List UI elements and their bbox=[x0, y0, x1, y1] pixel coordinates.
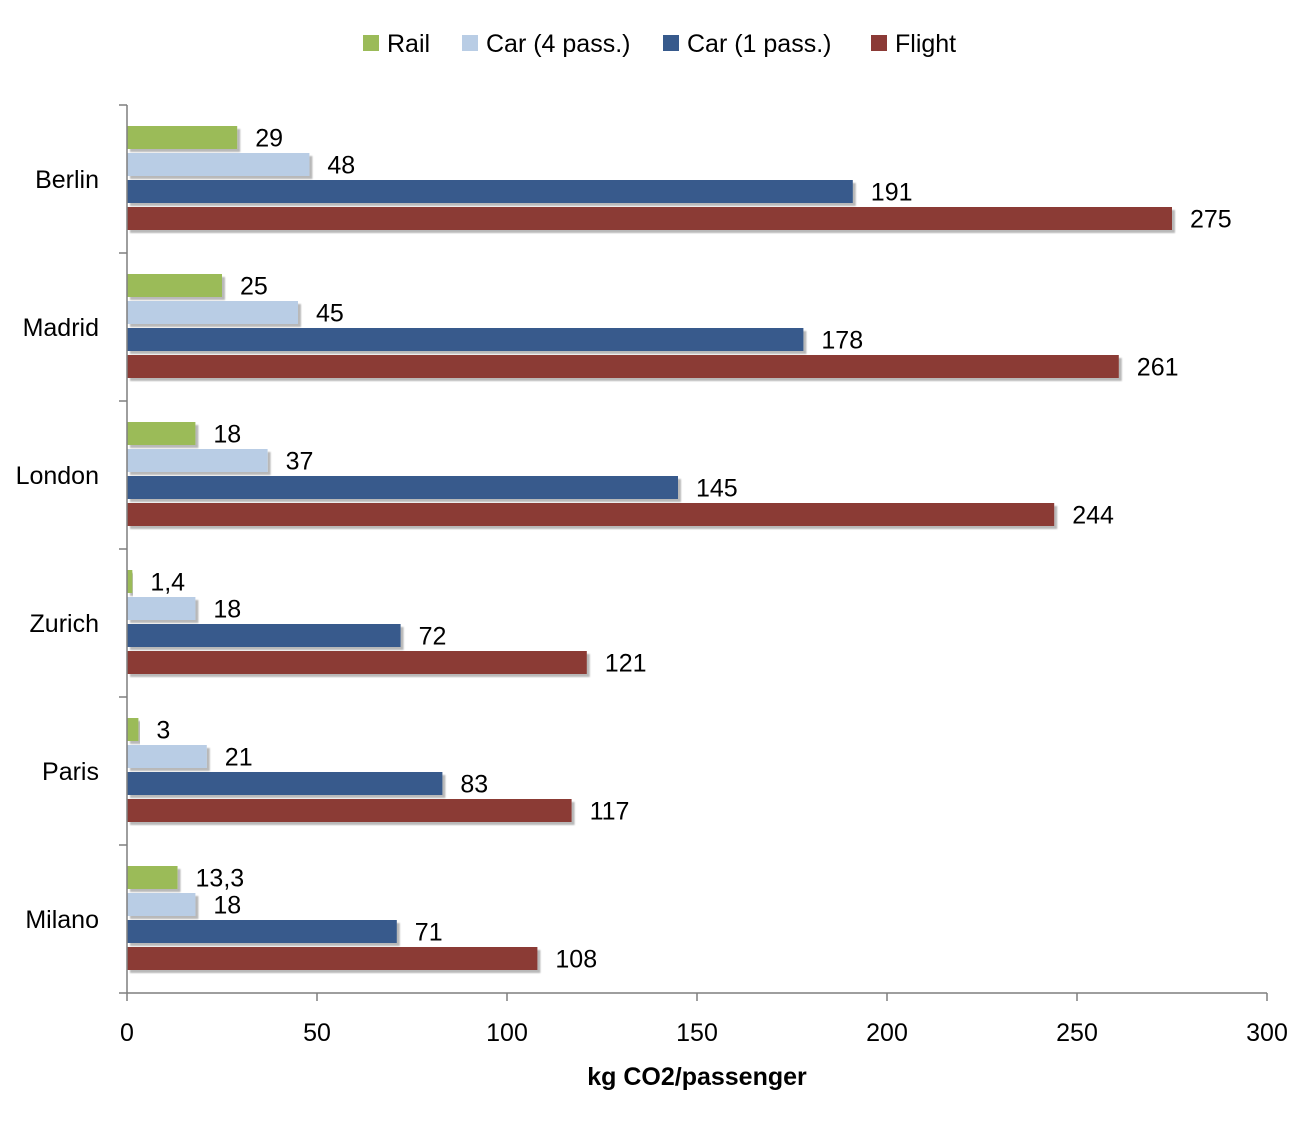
data-label-milano-rail: 13,3 bbox=[196, 865, 245, 893]
data-label-london-rail: 18 bbox=[213, 421, 241, 449]
data-label-milano-car-4-pass: 18 bbox=[213, 892, 241, 920]
data-label-paris-flight: 117 bbox=[590, 798, 630, 826]
legend-swatch-rail bbox=[363, 35, 379, 51]
data-label-berlin-car-4-pass: 48 bbox=[327, 152, 355, 180]
x-tick-label-250: 250 bbox=[1056, 1019, 1098, 1047]
y-tick-label-berlin: Berlin bbox=[35, 166, 99, 194]
bar-london-flight bbox=[127, 503, 1055, 526]
bar-london-rail bbox=[127, 422, 196, 445]
data-label-madrid-flight: 261 bbox=[1137, 354, 1179, 382]
bar-madrid-car-4-pass bbox=[127, 301, 298, 324]
bar-paris-rail bbox=[127, 718, 139, 741]
bars bbox=[127, 126, 1172, 970]
x-tick-label-100: 100 bbox=[486, 1019, 528, 1047]
data-label-paris-car-4-pass: 21 bbox=[225, 744, 253, 772]
legend-label-flight: Flight bbox=[895, 30, 956, 58]
data-label-milano-car-1-pass: 71 bbox=[415, 919, 443, 947]
axes: Berlin Madrid London Zurich Paris Milano 0 50 10… bbox=[16, 104, 1288, 1047]
x-axis-title: kg CO2/passenger bbox=[587, 1063, 807, 1091]
data-label-berlin-flight: 275 bbox=[1190, 206, 1232, 234]
x-tick-label-50: 50 bbox=[303, 1019, 331, 1047]
y-tick-label-paris: Paris bbox=[42, 758, 99, 786]
bar-madrid-flight bbox=[127, 355, 1119, 378]
data-label-milano-flight: 108 bbox=[555, 946, 597, 974]
legend-item-flight: Flight bbox=[871, 30, 956, 58]
bar-berlin-car-4-pass bbox=[127, 153, 310, 176]
data-label-madrid-car-1-pass: 178 bbox=[821, 327, 863, 355]
data-label-zurich-rail: 1,4 bbox=[150, 569, 185, 597]
data-label-london-car-4-pass: 37 bbox=[286, 448, 314, 476]
bar-london-car-4-pass bbox=[127, 449, 268, 472]
legend: Rail Car (4 pass.) Car (1 pass.) Flight bbox=[363, 30, 956, 58]
data-label-berlin-car-1-pass: 191 bbox=[871, 179, 913, 207]
bar-madrid-car-1-pass bbox=[127, 328, 804, 351]
bar-zurich-rail bbox=[127, 570, 133, 593]
x-tick-label-0: 0 bbox=[120, 1019, 134, 1047]
legend-item-car-4-pass: Car (4 pass.) bbox=[462, 30, 630, 58]
x-tick-label-200: 200 bbox=[866, 1019, 908, 1047]
legend-label-rail: Rail bbox=[387, 30, 430, 58]
bar-zurich-car-1-pass bbox=[127, 624, 401, 647]
data-label-madrid-car-4-pass: 45 bbox=[316, 300, 344, 328]
data-label-zurich-flight: 121 bbox=[605, 650, 647, 678]
data-labels: 29 48 191 275 25 45 178 261 18 37 145 244 1,4 18 72 121… bbox=[150, 125, 1231, 974]
data-label-paris-car-1-pass: 83 bbox=[460, 771, 488, 799]
x-tick-label-300: 300 bbox=[1246, 1019, 1288, 1047]
bar-paris-car-4-pass bbox=[127, 745, 207, 768]
data-label-london-car-1-pass: 145 bbox=[696, 475, 738, 503]
legend-label-car-1-pass: Car (1 pass.) bbox=[687, 30, 831, 58]
bar-paris-car-1-pass bbox=[127, 772, 443, 795]
y-tick-label-milano: Milano bbox=[25, 906, 99, 934]
data-label-berlin-rail: 29 bbox=[255, 125, 283, 153]
bar-berlin-flight bbox=[127, 207, 1172, 230]
legend-swatch-flight bbox=[871, 35, 887, 51]
y-tick-label-london: London bbox=[16, 462, 99, 490]
legend-swatch-car-1-pass bbox=[663, 35, 679, 51]
legend-item-car-1-pass: Car (1 pass.) bbox=[663, 30, 831, 58]
bar-milano-car-4-pass bbox=[127, 893, 196, 916]
bar-zurich-flight bbox=[127, 651, 587, 674]
bar-zurich-car-4-pass bbox=[127, 597, 196, 620]
data-label-london-flight: 244 bbox=[1072, 502, 1114, 530]
legend-label-car-4-pass: Car (4 pass.) bbox=[486, 30, 630, 58]
y-tick-label-madrid: Madrid bbox=[23, 314, 99, 342]
bar-milano-flight bbox=[127, 947, 538, 970]
y-tick-label-zurich: Zurich bbox=[30, 610, 99, 638]
data-label-madrid-rail: 25 bbox=[240, 273, 268, 301]
bar-berlin-rail bbox=[127, 126, 238, 149]
data-label-paris-rail: 3 bbox=[156, 717, 170, 745]
bar-milano-rail bbox=[127, 866, 178, 889]
bar-paris-flight bbox=[127, 799, 572, 822]
legend-swatch-car-4-pass bbox=[462, 35, 478, 51]
bar-madrid-rail bbox=[127, 274, 222, 297]
data-label-zurich-car-4-pass: 18 bbox=[213, 596, 241, 624]
bar-berlin-car-1-pass bbox=[127, 180, 853, 203]
x-tick-label-150: 150 bbox=[676, 1019, 718, 1047]
legend-item-rail: Rail bbox=[363, 30, 430, 58]
bar-london-car-1-pass bbox=[127, 476, 678, 499]
data-label-zurich-car-1-pass: 72 bbox=[419, 623, 447, 651]
bar-milano-car-1-pass bbox=[127, 920, 397, 943]
